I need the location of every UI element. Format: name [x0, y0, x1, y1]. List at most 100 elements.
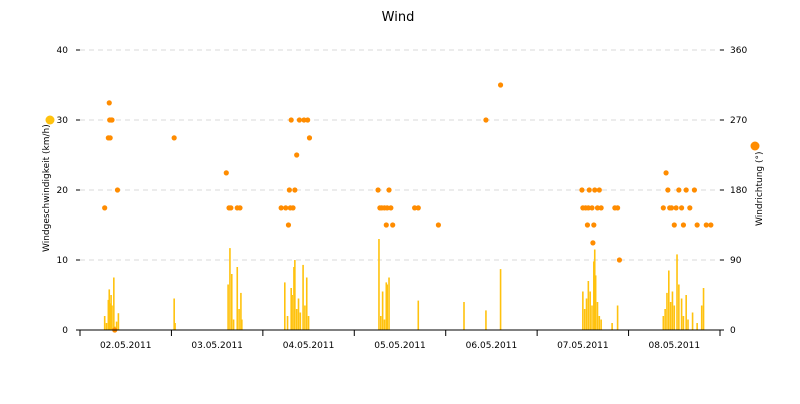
direction-point — [679, 205, 685, 211]
direction-point — [691, 187, 698, 193]
speed-bar — [682, 316, 685, 330]
y-left-tick-label: 40 — [57, 46, 69, 56]
x-tick-label: 05.05.2011 — [374, 341, 426, 351]
direction-point — [296, 117, 303, 123]
speed-bar — [582, 291, 584, 330]
speed-bar — [286, 316, 289, 330]
speed-bar — [110, 295, 112, 330]
speed-bar — [585, 298, 588, 330]
direction-point — [687, 205, 693, 211]
direction-point — [412, 205, 418, 211]
speed-bar — [295, 309, 298, 330]
speed-bar — [680, 298, 683, 330]
speed-bar — [596, 302, 599, 330]
speed-bar — [383, 319, 386, 330]
speed-bar — [113, 277, 115, 330]
speed-bar — [386, 284, 388, 330]
y-right-tick-label: 0 — [730, 326, 736, 336]
x-tick-label: 06.05.2011 — [466, 341, 518, 351]
speed-bar — [678, 284, 680, 330]
direction-point — [708, 222, 714, 228]
speed-bar — [616, 305, 619, 330]
speed-bar — [702, 288, 705, 330]
speed-bar — [669, 302, 672, 330]
direction-point — [285, 222, 292, 228]
speed-bar — [388, 277, 390, 330]
direction-point — [278, 205, 284, 211]
direction-point — [680, 222, 687, 228]
speed-bar — [302, 264, 304, 330]
direction-point — [109, 117, 115, 123]
direction-point — [668, 205, 675, 211]
direction-point — [288, 117, 294, 123]
x-tick-label: 04.05.2011 — [283, 341, 335, 351]
direction-point — [383, 222, 389, 228]
speed-bar — [240, 292, 242, 330]
speed-bar — [305, 277, 308, 330]
direction-point — [673, 205, 679, 211]
direction-point — [415, 205, 421, 211]
speed-bar — [587, 281, 590, 330]
speed-bar — [291, 295, 293, 330]
direction-point — [683, 187, 689, 193]
direction-point — [384, 205, 390, 211]
direction-point — [237, 205, 243, 211]
direction-point — [592, 187, 598, 193]
speed-bar — [293, 267, 295, 330]
speed-bar — [294, 260, 296, 330]
direction-point — [390, 222, 396, 228]
direction-point — [590, 240, 596, 246]
direction-point — [584, 222, 591, 228]
speed-bar — [598, 316, 601, 330]
speed-bar — [611, 323, 613, 330]
speed-bar — [241, 319, 243, 330]
speed-bar — [685, 295, 687, 330]
speed-bar — [174, 323, 176, 330]
direction-point — [665, 187, 671, 193]
y-right-tick-label: 180 — [730, 186, 747, 196]
direction-point — [497, 82, 504, 88]
direction-point — [435, 222, 441, 228]
speed-bar — [173, 298, 175, 330]
speed-bar — [673, 305, 676, 330]
speed-bar — [600, 319, 602, 330]
speed-bar — [687, 319, 689, 330]
y-right-tick-label: 270 — [730, 116, 747, 126]
speed-bar — [691, 312, 694, 330]
direction-dots — [102, 82, 714, 333]
direction-point — [598, 205, 604, 211]
direction-point — [294, 152, 300, 158]
speed-bar — [463, 302, 465, 330]
direction-point — [616, 257, 623, 263]
speed-bar — [105, 323, 108, 330]
speed-bar — [380, 316, 382, 330]
speed-bar — [307, 316, 310, 330]
direction-point — [483, 117, 489, 123]
direction-point — [107, 135, 113, 141]
direction-point — [589, 205, 595, 211]
direction-point — [305, 117, 311, 123]
speed-bar — [238, 309, 240, 330]
speed-bar — [227, 284, 229, 330]
speed-bar — [230, 274, 233, 330]
direction-point — [596, 187, 602, 193]
y-right-tick-label: 90 — [730, 256, 742, 266]
speed-bar — [664, 309, 666, 330]
direction-point — [106, 100, 112, 106]
direction-point — [306, 135, 313, 141]
speed-bar — [381, 291, 384, 330]
direction-point — [703, 222, 709, 228]
speed-bar — [700, 305, 703, 330]
speed-bars — [103, 239, 705, 330]
speed-bar — [284, 282, 286, 330]
x-tick-label: 03.05.2011 — [191, 341, 243, 351]
direction-point — [283, 205, 289, 211]
direction-point — [586, 187, 592, 193]
direction-point — [671, 222, 677, 228]
speed-legend-marker-icon — [45, 115, 55, 125]
y-axis-left-label: Windgeschwindigkeit (km/h) — [42, 124, 52, 252]
y-left-tick-label: 30 — [57, 116, 69, 126]
x-tick-label: 08.05.2011 — [649, 341, 701, 351]
right-axis-ticks: 0 90 180 270 360 — [720, 46, 747, 336]
